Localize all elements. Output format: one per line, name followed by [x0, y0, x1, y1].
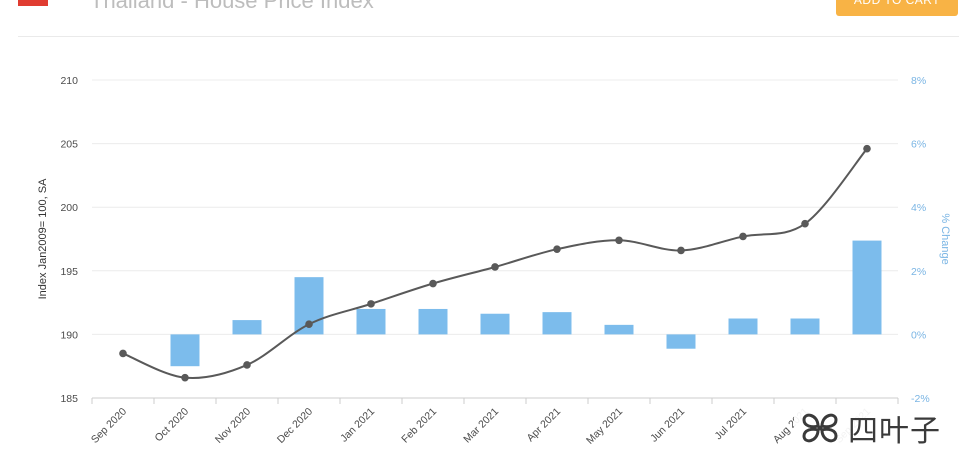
index-point: [305, 320, 313, 329]
left-tick-label: 205: [60, 139, 78, 151]
x-tick-label: Feb 2021: [399, 406, 439, 446]
index-point: [677, 246, 685, 255]
right-tick-label: 2%: [911, 266, 926, 278]
index-point: [243, 361, 251, 369]
watermark-text: 四叶子: [848, 414, 941, 449]
add-to-cart-button[interactable]: ADD TO CART: [836, 0, 958, 16]
right-tick-label: -2%: [911, 393, 930, 405]
x-tick-label: Apr 2021: [524, 406, 563, 445]
x-tick-label: May 2021: [584, 406, 625, 447]
bar: [418, 308, 448, 335]
x-tick-label: Jul 2021: [713, 406, 750, 443]
x-tick-label: Nov 2020: [213, 406, 253, 446]
index-point: [367, 300, 375, 308]
bar: [542, 312, 572, 335]
left-tick-label: 195: [60, 266, 78, 278]
index-point: [429, 279, 437, 288]
watermark: 四叶子: [794, 405, 954, 451]
page-title: Thailand - House Price Index: [90, 0, 374, 13]
x-tick-label: Jun 2021: [648, 406, 687, 445]
left-tick-label: 185: [60, 393, 78, 405]
index-point: [181, 373, 189, 382]
x-axis: Sep 2020 Oct 2020 Nov 2020 Dec 2020 Jan 2021…: [89, 398, 899, 447]
bar: [356, 308, 386, 335]
right-tick-label: 6%: [911, 139, 926, 151]
right-tick-label: 0%: [911, 329, 926, 341]
index-point: [119, 349, 127, 358]
x-tick-label: Oct 2020: [152, 406, 191, 445]
clover-logo-icon: [802, 413, 838, 443]
left-axis-title: Index Jan2009= 100, SA: [37, 178, 49, 299]
bar: [728, 318, 758, 335]
left-tick-label: 200: [60, 202, 78, 214]
index-point: [801, 219, 809, 228]
header-divider: [18, 36, 959, 37]
bar: [170, 334, 200, 367]
index-point: [491, 263, 499, 271]
right-axis-title: % Change: [939, 213, 951, 264]
right-tick-label: 8%: [911, 75, 926, 87]
bar: [480, 313, 510, 335]
bar: [604, 324, 634, 335]
x-tick-label: Mar 2021: [461, 406, 501, 446]
index-points: [119, 144, 871, 382]
index-point: [553, 245, 561, 253]
percent-change-bars: [170, 240, 882, 367]
x-tick-label: Jan 2021: [338, 406, 377, 445]
bar: [852, 240, 882, 335]
left-axis-ticks: 185 190 195 200 205 210: [60, 75, 78, 405]
grid-lines: [92, 79, 898, 399]
x-tick-label: Dec 2020: [275, 406, 315, 446]
bar: [666, 334, 696, 349]
bar: [232, 320, 262, 335]
left-tick-label: 190: [60, 329, 78, 341]
right-tick-label: 4%: [911, 202, 926, 214]
index-point: [615, 236, 623, 245]
index-point: [863, 144, 871, 153]
country-flag: [18, 0, 48, 6]
index-point: [739, 232, 747, 241]
right-axis-ticks: -2% 0% 2% 4% 6% 8%: [911, 75, 930, 405]
x-tick-label: Sep 2020: [89, 406, 129, 446]
left-tick-label: 210: [60, 75, 78, 87]
bar: [790, 318, 820, 335]
